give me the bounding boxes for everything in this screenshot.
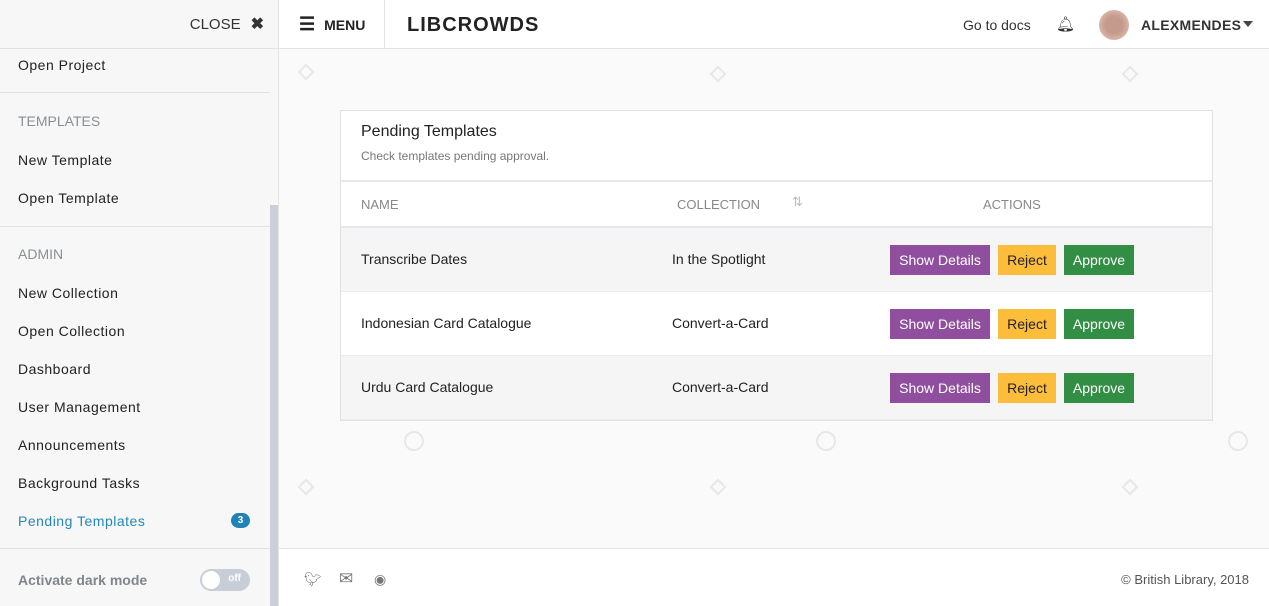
sidebar-item-new-collection[interactable]: New Collection	[18, 285, 119, 301]
sidebar-item-user-management[interactable]: User Management	[18, 399, 141, 415]
bg-diamond	[1121, 478, 1139, 496]
row-name: Urdu Card Catalogue	[361, 379, 494, 395]
reject-button[interactable]: Reject	[998, 373, 1056, 403]
sidebar-item-open-project[interactable]: Open Project	[18, 57, 106, 73]
sidebar-item-dashboard[interactable]: Dashboard	[18, 361, 91, 377]
column-actions: ACTIONS	[983, 197, 1041, 212]
row-collection: Convert-a-Card	[672, 379, 769, 395]
logo[interactable]: LIBCROWDS	[407, 14, 540, 36]
close-sidebar-button[interactable]: CLOSE ✖	[0, 0, 278, 49]
approve-button[interactable]: Approve	[1064, 373, 1134, 403]
approve-button[interactable]: Approve	[1064, 309, 1134, 339]
close-icon: ✖	[250, 16, 264, 33]
divider	[0, 226, 270, 227]
menu-button[interactable]: ☰ MENU	[279, 0, 385, 49]
bg-diamond	[297, 478, 315, 496]
bg-circle	[404, 431, 424, 451]
sidebar-item-background-tasks[interactable]: Background Tasks	[18, 475, 141, 491]
sort-icon[interactable]: ⇅	[792, 194, 803, 209]
card-title: Pending Templates	[361, 123, 497, 140]
bg-diamond	[1121, 65, 1139, 83]
show-details-button[interactable]: Show Details	[890, 309, 990, 339]
sidebar-scrollbar[interactable]	[270, 205, 278, 606]
sidebar: CLOSE ✖ Open Project TEMPLATES New Templa…	[0, 0, 279, 606]
table-row: Transcribe Dates In the Spotlight Show D…	[341, 228, 1212, 292]
show-details-button[interactable]: Show Details	[890, 245, 990, 275]
column-collection[interactable]: COLLECTION	[677, 197, 761, 212]
table-header: NAME COLLECTION ⇅ ACTIONS	[341, 180, 1212, 228]
sidebar-item-open-template[interactable]: Open Template	[18, 190, 120, 206]
twitter-icon[interactable]: 🐦︎	[304, 571, 322, 587]
row-collection: Convert-a-Card	[672, 315, 769, 331]
reject-button[interactable]: Reject	[998, 245, 1056, 275]
footer: 🐦︎ ✉ ◉ © British Library, 2018	[279, 548, 1269, 606]
menu-label: MENU	[324, 16, 366, 33]
reject-button[interactable]: Reject	[998, 309, 1056, 339]
pending-badge: 3	[231, 513, 250, 528]
sidebar-item-pending-templates[interactable]: Pending Templates	[18, 513, 146, 529]
bg-diamond	[297, 63, 315, 81]
sidebar-item-announcements[interactable]: Announcements	[18, 437, 126, 453]
dark-mode-toggle[interactable]: off	[200, 569, 250, 591]
docs-link[interactable]: Go to docs	[963, 17, 1031, 33]
mail-icon[interactable]: ✉	[339, 569, 354, 588]
bell-icon[interactable]: 🔔︎	[1056, 16, 1076, 33]
toggle-state: off	[228, 573, 241, 584]
table-row: Indonesian Card Catalogue Convert-a-Card…	[341, 292, 1212, 356]
top-bar: ☰ MENU LIBCROWDS Go to docs 🔔︎ ALEXMENDES	[279, 0, 1269, 49]
approve-button[interactable]: Approve	[1064, 245, 1134, 275]
column-name: NAME	[361, 197, 399, 212]
show-details-button[interactable]: Show Details	[890, 373, 990, 403]
templates-heading: TEMPLATES	[18, 113, 101, 129]
github-icon[interactable]: ◉	[374, 571, 387, 587]
admin-heading: ADMIN	[18, 246, 64, 262]
bg-diamond	[709, 65, 727, 83]
close-label: CLOSE	[189, 15, 241, 33]
pending-templates-card: Pending Templates Check templates pendin…	[340, 110, 1213, 421]
row-collection: In the Spotlight	[672, 251, 766, 267]
avatar[interactable]	[1099, 10, 1129, 40]
bg-circle	[816, 431, 836, 451]
hamburger-icon: ☰	[299, 14, 316, 34]
username-menu[interactable]: ALEXMENDES	[1141, 17, 1242, 33]
sidebar-item-new-template[interactable]: New Template	[18, 152, 113, 168]
bg-diamond	[709, 478, 727, 496]
bg-circle	[1228, 431, 1248, 451]
dark-mode-label: Activate dark mode	[18, 572, 148, 588]
caret-down-icon[interactable]	[1243, 21, 1253, 27]
row-name: Transcribe Dates	[361, 251, 468, 267]
row-name: Indonesian Card Catalogue	[361, 315, 532, 331]
sidebar-item-open-collection[interactable]: Open Collection	[18, 323, 126, 339]
divider	[0, 92, 270, 93]
toggle-knob	[202, 571, 220, 589]
card-subtitle: Check templates pending approval.	[361, 149, 550, 163]
divider	[0, 548, 270, 549]
table-row: Urdu Card Catalogue Convert-a-Card Show …	[341, 356, 1212, 420]
copyright: © British Library, 2018	[1121, 572, 1249, 587]
